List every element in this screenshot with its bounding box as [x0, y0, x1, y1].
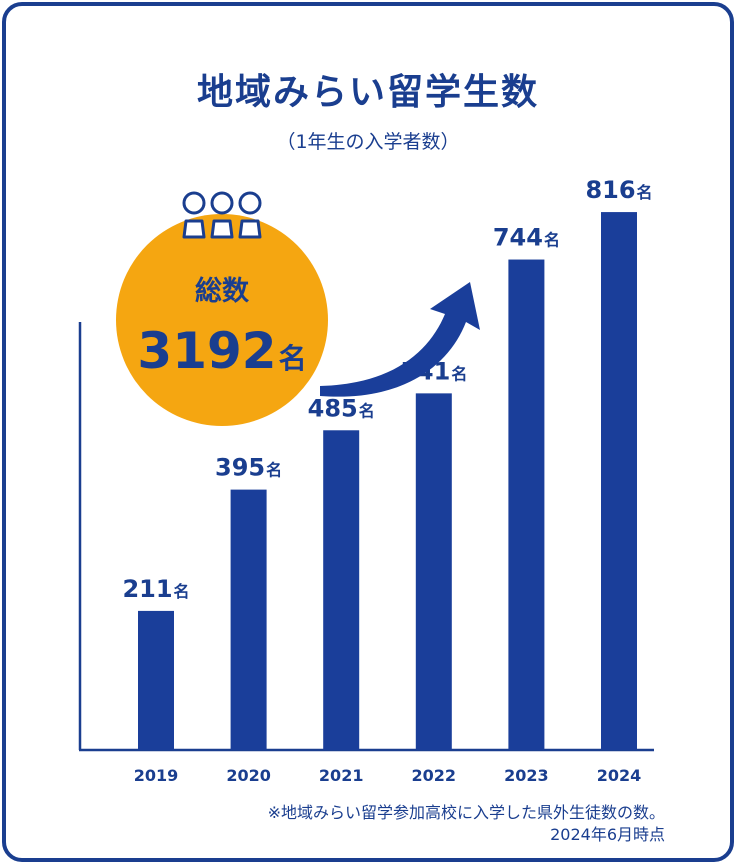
- value-label-2024: 816名: [585, 176, 652, 204]
- footnote-text: ※地域みらい留学参加高校に入学した県外生徒数の数。: [268, 803, 665, 822]
- bar-2020: [230, 489, 267, 750]
- bar-2024: [601, 212, 637, 750]
- total-value-line: 3192名: [137, 322, 306, 380]
- total-label: 総数: [195, 275, 250, 307]
- bar-2021: [323, 430, 360, 750]
- x-tick-2023: 2023: [504, 766, 549, 785]
- x-tick-2022: 2022: [412, 766, 457, 785]
- bar-2023: [508, 259, 545, 750]
- chart-subtitle: （1年生の入学者数）: [276, 131, 459, 153]
- total-badge: [116, 214, 328, 426]
- x-tick-2021: 2021: [319, 766, 364, 785]
- value-label-2023: 744名: [493, 224, 560, 252]
- value-label-2019: 211名: [122, 575, 189, 603]
- x-tick-2020: 2020: [226, 766, 271, 785]
- footnote-date: 2024年6月時点: [550, 825, 665, 844]
- value-label-2021: 485名: [308, 394, 375, 422]
- total-value: 3192: [137, 322, 276, 380]
- total-unit: 名: [279, 342, 307, 375]
- value-label-2020: 395名: [215, 454, 282, 482]
- chart-title: 地域みらい留学生数: [197, 71, 539, 113]
- x-tick-2024: 2024: [597, 766, 642, 785]
- x-tick-labels: 2019 2020 2021 2022 2023 2024: [134, 766, 642, 785]
- bar-2019: [138, 610, 174, 750]
- x-tick-2019: 2019: [134, 766, 179, 785]
- bar-series: [138, 212, 637, 750]
- people-icon: [182, 191, 262, 239]
- bar-2022: [415, 393, 452, 750]
- growth-arrow-icon: [320, 282, 480, 397]
